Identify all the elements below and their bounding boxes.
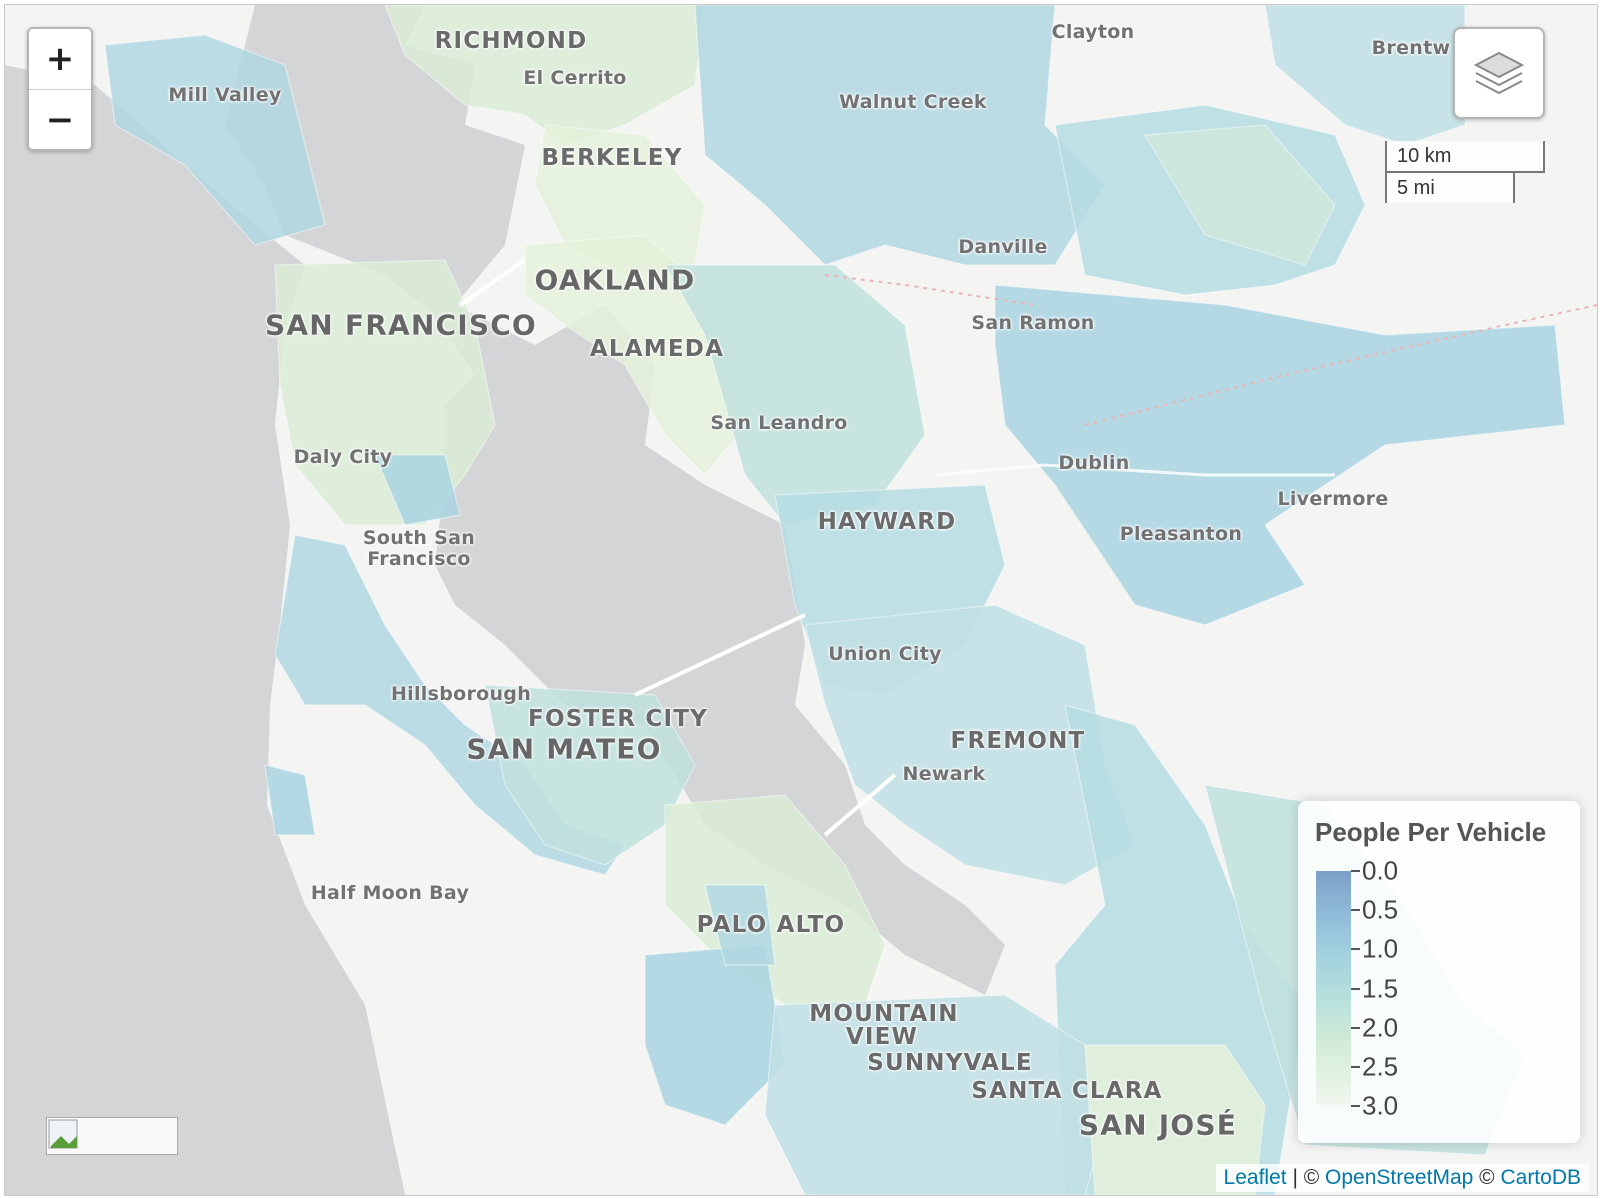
- legend-tick-label: 0.0: [1362, 855, 1399, 886]
- legend-tick-label: 3.0: [1362, 1090, 1399, 1121]
- map-viewport[interactable]: RICHMOND El Cerrito Clayton Brentw Mill Vall…: [4, 4, 1598, 1196]
- legend-tick-label: 2.5: [1362, 1051, 1399, 1082]
- leaflet-link[interactable]: Leaflet: [1223, 1166, 1287, 1189]
- legend-tick-mark: [1351, 870, 1360, 872]
- zoom-out-button[interactable]: −: [29, 89, 91, 149]
- scale-mi: 5 mi: [1385, 171, 1515, 203]
- scale-km: 10 km: [1385, 141, 1545, 173]
- legend-tick-label: 2.0: [1362, 1012, 1399, 1043]
- legend-color-ramp: [1316, 871, 1351, 1105]
- census-tract-region[interactable]: [374, 454, 461, 526]
- legend-tick-label: 0.5: [1362, 894, 1399, 925]
- road-san-mateo-bridge: [634, 613, 806, 697]
- census-tract-region[interactable]: [104, 34, 326, 246]
- road-dumbarton-bridge: [823, 773, 897, 837]
- attribution: Leaflet | © OpenStreetMap © CartoDB: [1215, 1164, 1589, 1192]
- legend: People Per Vehicle 0.0 0.5 1.0 1.5 2.0 2.5 3.0: [1298, 801, 1580, 1143]
- legend-tick-label: 1.5: [1362, 973, 1399, 1004]
- census-tract-region[interactable]: [484, 684, 696, 866]
- carto-link[interactable]: CartoDB: [1500, 1166, 1581, 1189]
- census-tract-region[interactable]: [694, 5, 1106, 266]
- census-tract-region[interactable]: [704, 884, 776, 966]
- broken-image-icon: [46, 1117, 178, 1155]
- county-border: [824, 274, 1597, 426]
- road-bay-bridge: [458, 258, 527, 307]
- census-tract-region[interactable]: [1084, 1044, 1266, 1195]
- scale-control: 10 km 5 mi: [1385, 141, 1545, 203]
- census-tract-region[interactable]: [994, 284, 1566, 626]
- layers-icon: [1473, 51, 1525, 95]
- legend-tick-mark: [1351, 1105, 1360, 1108]
- zoom-control: + −: [27, 27, 93, 151]
- zoom-in-button[interactable]: +: [29, 29, 91, 89]
- attribution-sep2: ©: [1473, 1166, 1501, 1189]
- attribution-sep: | ©: [1286, 1166, 1326, 1189]
- legend-tick-mark: [1351, 987, 1360, 990]
- census-tract-region[interactable]: [264, 764, 316, 836]
- census-tract-region[interactable]: [764, 994, 1106, 1195]
- road-i580: [934, 463, 1335, 477]
- census-tract-region[interactable]: [1143, 124, 1336, 266]
- census-tract-region[interactable]: [1264, 5, 1466, 146]
- legend-title: People Per Vehicle: [1315, 817, 1547, 847]
- layers-button[interactable]: [1453, 27, 1545, 119]
- legend-tick-mark: [1351, 909, 1360, 912]
- ocean-water: [5, 65, 405, 1195]
- legend-tick-mark: [1351, 1026, 1360, 1029]
- osm-link[interactable]: OpenStreetMap: [1325, 1166, 1474, 1189]
- legend-tick-label: 1.0: [1362, 933, 1399, 964]
- legend-tick-mark: [1351, 1066, 1360, 1068]
- bay-water: [225, 5, 1005, 995]
- legend-tick-mark: [1351, 948, 1360, 951]
- census-tract-region[interactable]: [644, 944, 786, 1126]
- census-tract-region[interactable]: [804, 604, 1136, 886]
- choropleth-regions: [104, 5, 1566, 1195]
- map-basemap[interactable]: [5, 5, 1597, 1195]
